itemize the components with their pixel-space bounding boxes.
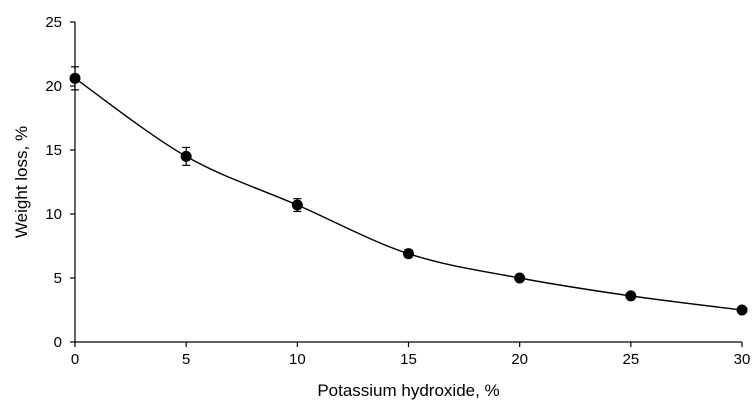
x-tick-label: 10 [289,351,306,368]
data-point [625,290,637,302]
series-line [74,77,743,311]
data-point [736,304,748,316]
x-tick-label: 15 [400,351,417,368]
x-tick-label: 0 [71,351,79,368]
series-curve [74,77,743,311]
error-bars [71,66,746,312]
data-point [403,248,414,260]
x-axis-title: Potassium hydroxide, % [317,381,499,400]
data-point [514,272,526,284]
y-tick-label: 15 [45,142,62,159]
x-tick-label: 5 [182,351,190,368]
axes [74,22,742,343]
y-tick-label: 0 [54,334,62,351]
y-tick-label: 5 [54,270,62,287]
x-tick-label: 20 [511,351,528,368]
y-tick-label: 10 [45,206,62,223]
ticks: 0 5 10 15 20 25 0 5 10 15 20 25 30 [45,14,750,368]
y-tick-label: 20 [45,78,62,95]
y-axis-title: Weight loss, % [12,126,31,238]
y-tick-label: 25 [45,14,62,31]
data-point [291,199,303,211]
data-point [180,150,192,162]
data-points [69,72,748,316]
x-tick-label: 30 [734,351,751,368]
data-point [69,72,81,84]
x-tick-label: 25 [622,351,639,368]
